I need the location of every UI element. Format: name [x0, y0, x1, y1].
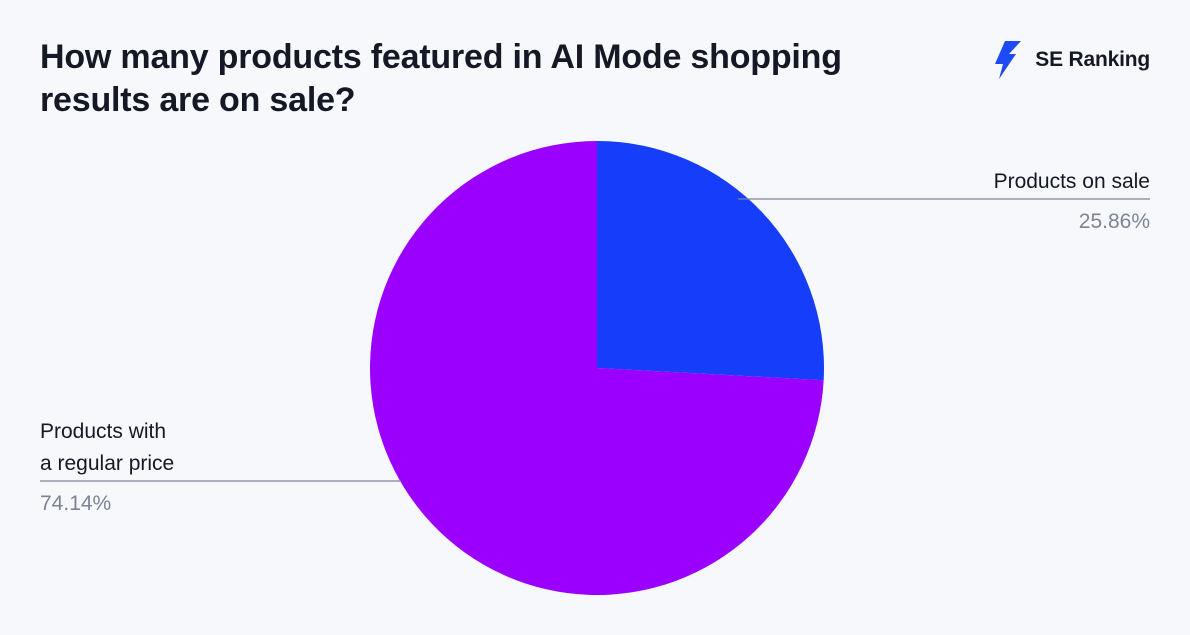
slice-value-products-with-a-regular-price: 74.14%	[40, 492, 111, 515]
pie-slice-products-on-sale	[597, 141, 825, 381]
brand-logo: SE Ranking	[991, 40, 1150, 80]
slice-label-products-on-sale: Products on sale	[994, 170, 1150, 193]
pie-slice-products-with-a-regular-price	[370, 141, 824, 595]
chart-title: How many products featured in AI Mode sh…	[40, 38, 842, 119]
slice-value-products-on-sale: 25.86%	[1079, 210, 1150, 233]
brand-name: SE Ranking	[1035, 48, 1150, 71]
slice-label-products-with-a-regular-price: a regular price	[40, 452, 174, 475]
slice-label-products-with-a-regular-price: Products with	[40, 420, 166, 443]
se-ranking-logo-icon	[995, 41, 1022, 79]
